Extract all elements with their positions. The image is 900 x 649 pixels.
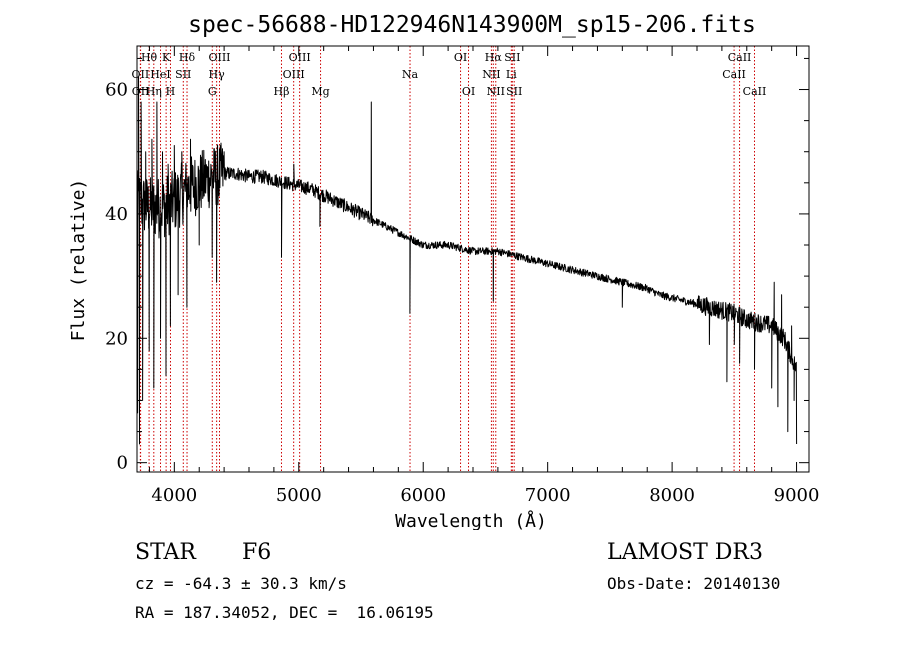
x-tick-label-5: 9000 [774,485,820,506]
line-label-2: OII [132,85,150,98]
line-label-17: OI [454,51,467,64]
line-label-18: OI [462,85,475,98]
line-label-4: HeI [150,68,170,81]
x-tick-label-1: 5000 [276,485,322,506]
line-label-14: Hβ [274,85,290,98]
object-subclass: F6 [242,540,272,565]
line-label-16: Na [402,68,419,81]
y-tick-label-1: 20 [105,328,128,349]
line-label-27: CaII [743,85,767,98]
line-label-22: Li [506,68,517,81]
line-label-0: Hθ [141,51,158,64]
x-tick-label-4: 8000 [649,485,695,506]
x-tick-label-3: 7000 [525,485,571,506]
line-label-8: H [166,85,176,98]
y-tick-labels: 0 20 40 60 [105,80,128,474]
survey-release: LAMOST DR3 [607,540,763,565]
spectrum-plot: spec-56688-HD122946N143900M_sp15-206.fit… [68,12,819,530]
sky-coordinates: RA = 187.34052, DEC = 16.06195 [135,603,434,622]
y-tick-label-3: 60 [105,80,128,101]
spectral-line-labels: Hθ OII OII K HeI Hη Hδ SII H OIII Hγ G OIII OIII Hβ Mg N… [132,51,767,98]
line-label-6: Hδ [179,51,196,64]
line-label-19: Hα [485,51,503,64]
x-tick-label-0: 4000 [151,485,197,506]
line-label-13: OIII [283,68,305,81]
flux-series-line [136,76,798,445]
line-label-12: OIII [289,51,311,64]
line-label-25: CaII [728,51,752,64]
y-tick-label-2: 40 [105,204,128,225]
line-label-26: CaII [722,68,746,81]
x-tick-labels: 4000 5000 6000 7000 8000 9000 [151,485,819,506]
object-class: STAR [135,540,196,565]
axis-ticks [137,46,809,472]
line-label-7: SII [175,68,191,81]
chart-title: spec-56688-HD122946N143900M_sp15-206.fit… [188,12,756,38]
line-label-23: NII [487,85,505,98]
y-tick-label-0: 0 [117,453,128,474]
line-label-1: OII [132,68,150,81]
line-label-3: K [162,51,171,64]
x-axis-label: Wavelength (Å) [395,510,547,530]
line-label-20: SII [504,51,520,64]
redshift-velocity: cz = -64.3 ± 30.3 km/s [135,574,347,593]
line-label-15: Mg [311,85,329,98]
plot-frame [136,45,810,473]
line-label-10: Hγ [209,68,226,81]
line-label-11: G [208,85,217,98]
observation-date: Obs-Date: 20140130 [607,574,781,593]
line-label-5: Hη [146,85,162,98]
x-tick-label-2: 6000 [400,485,446,506]
spectral-line-markers [139,46,755,472]
y-axis-label: Flux (relative) [68,179,89,342]
line-label-9: OIII [208,51,230,64]
line-label-21: NII [482,68,500,81]
line-label-24: SII [506,85,522,98]
